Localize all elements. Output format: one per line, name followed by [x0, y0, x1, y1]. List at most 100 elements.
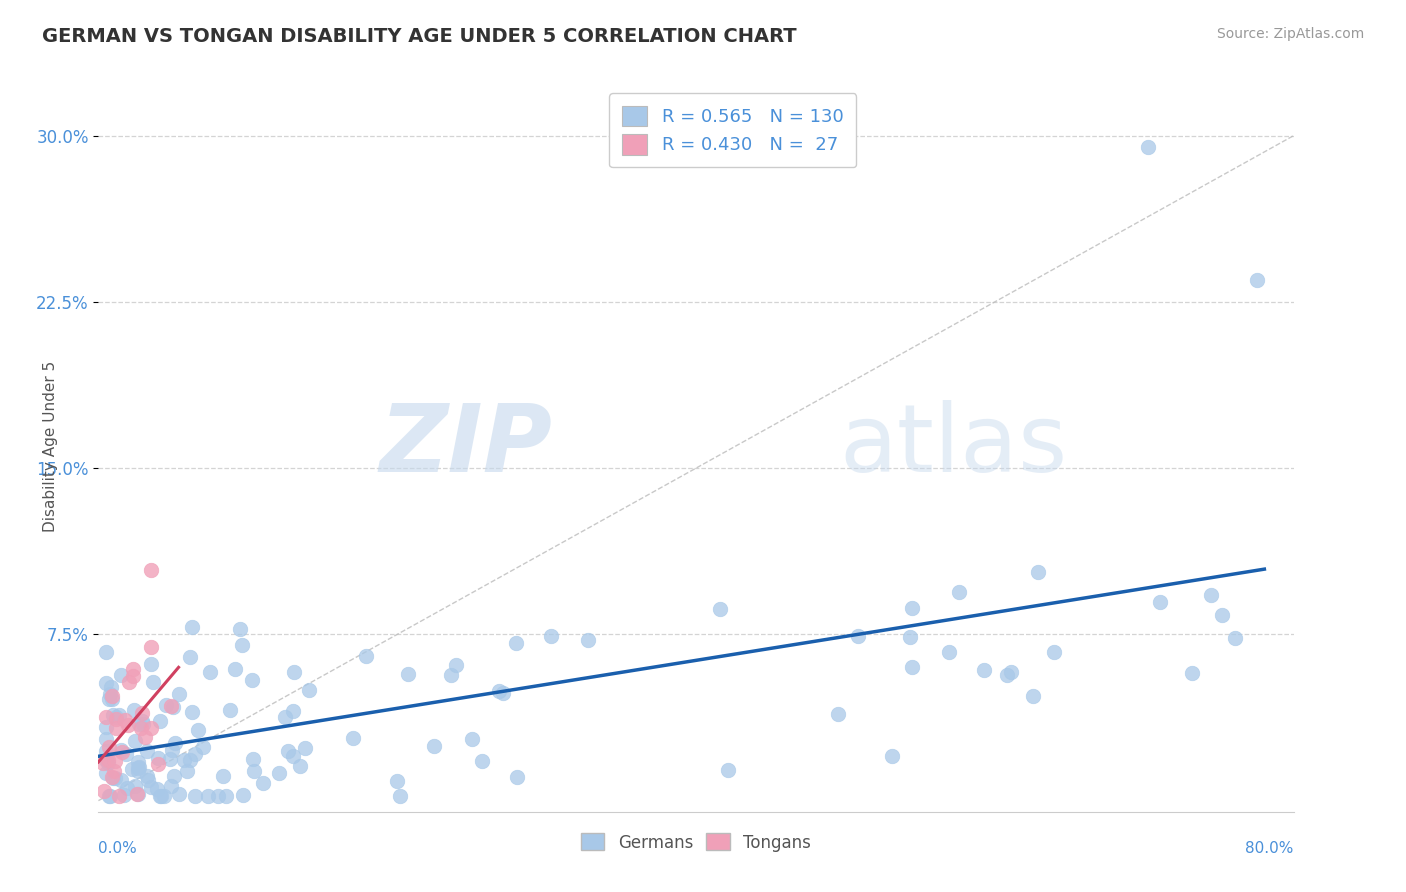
Point	[160, 779, 183, 793]
Point	[128, 759, 150, 773]
Point	[298, 683, 321, 698]
Point	[163, 736, 186, 750]
Text: Source: ZipAtlas.com: Source: ZipAtlas.com	[1216, 27, 1364, 41]
Point	[98, 789, 121, 804]
Point	[212, 769, 235, 783]
Text: Disability Age Under 5: Disability Age Under 5	[44, 360, 58, 532]
Point	[423, 739, 446, 754]
Point	[231, 638, 253, 652]
Point	[181, 620, 204, 634]
Point	[124, 703, 146, 717]
Text: ZIP: ZIP	[380, 400, 553, 492]
Point	[94, 753, 117, 767]
Point	[461, 731, 484, 746]
Point	[274, 709, 297, 723]
Point	[127, 764, 149, 778]
Point	[385, 773, 408, 788]
Point	[709, 601, 731, 615]
Point	[179, 753, 201, 767]
Point	[127, 787, 149, 801]
Point	[1199, 588, 1222, 602]
Point	[105, 721, 128, 735]
Point	[240, 673, 263, 688]
Point	[160, 743, 183, 757]
Point	[488, 683, 510, 698]
Point	[142, 675, 165, 690]
Point	[101, 707, 124, 722]
Point	[342, 731, 364, 745]
Point	[128, 717, 150, 731]
Point	[232, 788, 254, 802]
Point	[94, 720, 117, 734]
Point	[134, 730, 156, 744]
Point	[440, 668, 463, 682]
Point	[121, 762, 143, 776]
Point	[492, 686, 515, 700]
Point	[115, 780, 138, 795]
Point	[354, 649, 377, 664]
Point	[388, 789, 411, 804]
Point	[995, 668, 1018, 682]
Point	[153, 789, 176, 804]
Point	[163, 769, 186, 783]
Point	[94, 765, 117, 780]
Point	[110, 743, 132, 757]
Point	[104, 712, 127, 726]
Point	[98, 687, 121, 701]
Point	[938, 645, 960, 659]
Point	[215, 789, 238, 804]
Point	[1149, 594, 1171, 608]
Point	[110, 772, 132, 787]
Point	[471, 754, 494, 768]
Point	[127, 755, 149, 769]
Text: 80.0%: 80.0%	[1246, 841, 1294, 856]
Point	[111, 745, 134, 759]
Point	[827, 707, 849, 722]
Point	[104, 755, 127, 769]
Point	[149, 714, 172, 728]
Point	[118, 674, 141, 689]
Point	[1026, 565, 1049, 579]
Point	[129, 721, 152, 735]
Point	[110, 668, 132, 682]
Point	[100, 692, 122, 706]
Point	[96, 753, 118, 767]
Point	[717, 763, 740, 777]
Point	[576, 632, 599, 647]
Point	[540, 629, 562, 643]
Point	[131, 706, 153, 720]
Point	[898, 630, 921, 644]
Point	[141, 640, 163, 654]
Point	[146, 757, 169, 772]
Point	[100, 770, 122, 784]
Point	[197, 789, 219, 804]
Point	[107, 789, 129, 804]
Point	[96, 645, 118, 659]
Point	[136, 769, 159, 783]
Legend: Germans, Tongans: Germans, Tongans	[574, 827, 818, 858]
Point	[283, 665, 305, 679]
Point	[121, 663, 143, 677]
Point	[882, 749, 904, 764]
Point	[1000, 665, 1022, 680]
Point	[288, 759, 311, 773]
Point	[243, 764, 266, 779]
Text: 0.0%: 0.0%	[98, 841, 138, 856]
Point	[100, 689, 122, 703]
Point	[146, 782, 169, 797]
Point	[124, 779, 146, 793]
Point	[176, 764, 198, 778]
Point	[506, 770, 529, 784]
Point	[98, 692, 121, 706]
Point	[155, 698, 177, 713]
Point	[149, 789, 172, 804]
Point	[131, 717, 153, 731]
Point	[167, 688, 190, 702]
Point	[948, 584, 970, 599]
Point	[267, 766, 290, 780]
Point	[104, 772, 127, 786]
Point	[160, 699, 183, 714]
Point	[94, 675, 117, 690]
Point	[114, 713, 136, 727]
Point	[136, 744, 159, 758]
